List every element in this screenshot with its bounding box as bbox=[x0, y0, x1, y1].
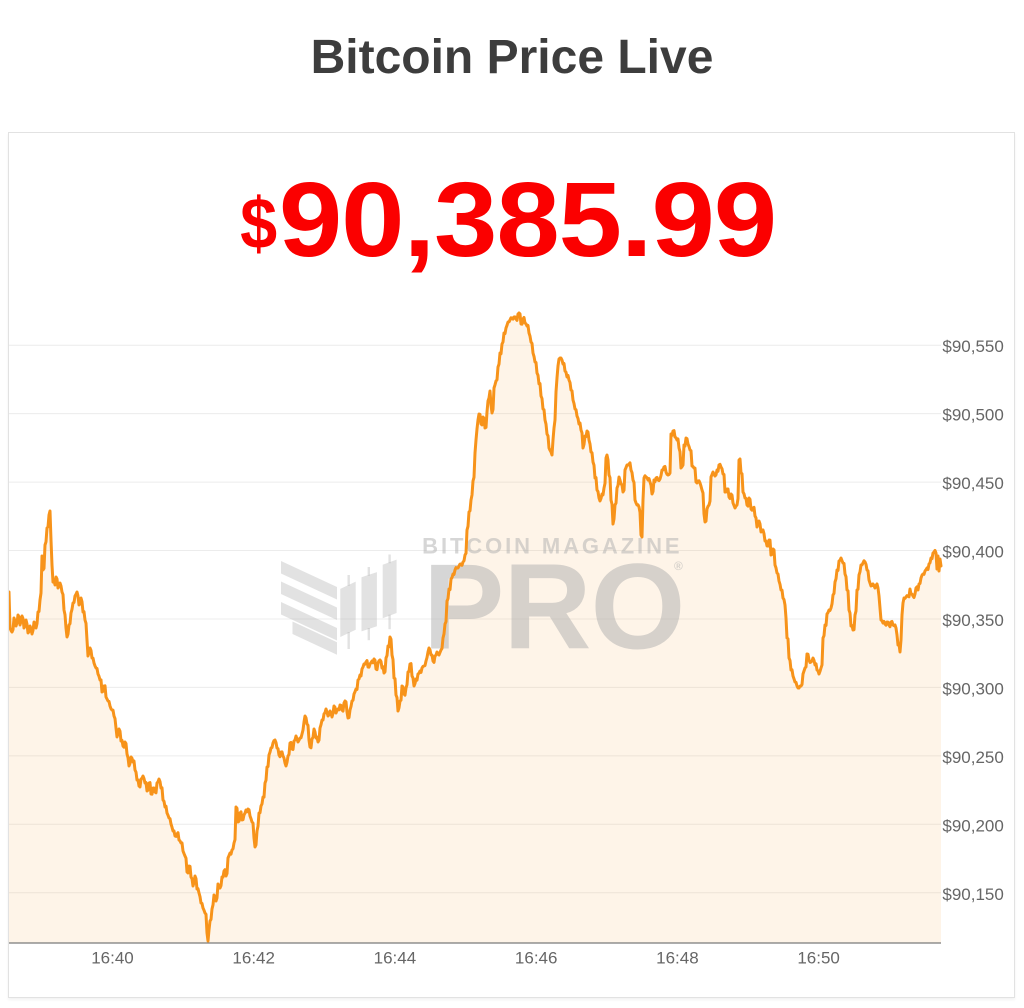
svg-text:®: ® bbox=[674, 559, 683, 573]
svg-text:$90,500: $90,500 bbox=[942, 406, 1003, 425]
svg-text:$90,300: $90,300 bbox=[942, 679, 1003, 698]
svg-text:$90,250: $90,250 bbox=[942, 748, 1003, 767]
svg-text:$90,450: $90,450 bbox=[942, 474, 1003, 493]
svg-text:$90,350: $90,350 bbox=[942, 611, 1003, 630]
svg-text:$90,550: $90,550 bbox=[942, 337, 1003, 356]
svg-text:16:46: 16:46 bbox=[515, 949, 558, 968]
svg-text:16:44: 16:44 bbox=[374, 949, 417, 968]
svg-text:PRO: PRO bbox=[423, 539, 684, 675]
svg-text:$90,400: $90,400 bbox=[942, 543, 1003, 562]
svg-text:16:48: 16:48 bbox=[656, 949, 699, 968]
svg-text:16:40: 16:40 bbox=[91, 949, 134, 968]
svg-text:16:42: 16:42 bbox=[232, 949, 275, 968]
svg-text:$90,150: $90,150 bbox=[942, 885, 1003, 904]
svg-text:$90,200: $90,200 bbox=[942, 816, 1003, 835]
svg-text:16:50: 16:50 bbox=[797, 949, 840, 968]
